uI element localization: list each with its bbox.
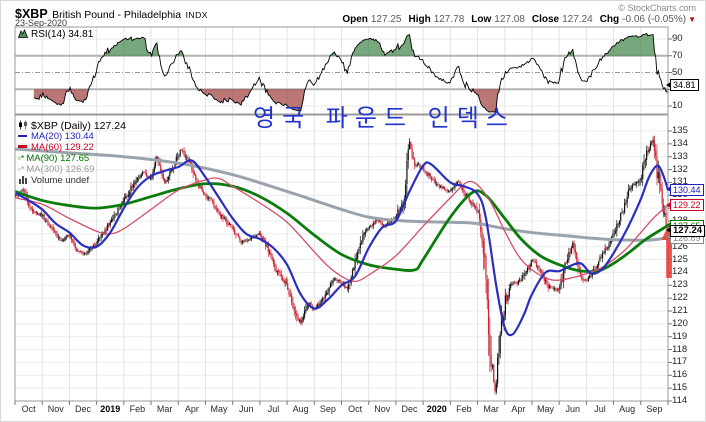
- x-axis-label-jul: Jul: [267, 404, 280, 414]
- open-label: Open: [342, 14, 368, 25]
- quote-bar: Open 127.25 High 127.78 Low 127.08 Close 127.24…: [335, 14, 696, 25]
- x-axis-label-aug: Aug: [619, 404, 636, 414]
- x-axis-label-jul: Jul: [594, 404, 606, 414]
- high-label: High: [408, 14, 431, 25]
- rsi-axis-label: 10: [672, 100, 683, 112]
- price-tag-129.22: 129.22: [666, 199, 704, 212]
- legend-volume-label: Volume undef: [31, 174, 90, 186]
- x-axis-label-2020: 2020: [426, 404, 447, 414]
- open-value: 127.25: [370, 14, 402, 25]
- price-axis-label: 117: [672, 356, 688, 368]
- price-axis-label: 114: [672, 395, 688, 406]
- price-axis-label: 122: [672, 292, 688, 304]
- low-label: Low: [471, 14, 492, 25]
- price-axis-label: 125: [672, 253, 688, 265]
- chg-label: Chg: [599, 14, 620, 25]
- legend-row-price: $XBP (Daily) 127.24: [18, 120, 126, 132]
- legend-ma90-label: MA(90) 127.65: [26, 153, 90, 165]
- legend-price-label: $XBP (Daily) 127.24: [31, 120, 126, 132]
- price-axis-label: 121: [672, 305, 688, 316]
- x-axis-label-oct: Oct: [348, 404, 363, 414]
- symbol: $XBP: [15, 7, 48, 21]
- price-axis-label: 115: [672, 382, 688, 394]
- rsi-axis-label: 70: [672, 49, 683, 61]
- x-axis-label-aug: Aug: [292, 404, 309, 414]
- legend-row-ma90: ▫* MA(90) 127.65: [18, 153, 126, 164]
- ma300-square-asterisk-icon: ▫*: [18, 164, 25, 175]
- price-axis-label: 132: [672, 163, 688, 175]
- price-axis-label: 120: [672, 317, 688, 329]
- price-axis-label: 118: [672, 343, 688, 355]
- copyright-text: © StockCharts.com: [618, 3, 696, 13]
- legend-ma60-label: MA(60) 129.22: [31, 141, 94, 153]
- x-axis-label-nov: Nov: [374, 404, 391, 414]
- x-axis-label-mar: Mar: [156, 404, 173, 414]
- high-value: 127.78: [433, 14, 465, 25]
- ma90-square-asterisk-icon: ▫*: [18, 153, 25, 164]
- x-axis-label-feb: Feb: [129, 404, 146, 414]
- rsi-area-icon: [17, 29, 29, 38]
- price-axis-label: 123: [672, 279, 688, 291]
- x-axis-label-oct: Oct: [21, 404, 36, 414]
- legend-ma20-label: MA(20) 130.44: [31, 131, 94, 142]
- price-axis-label: 116: [672, 369, 688, 381]
- close-value: 127.24: [562, 14, 593, 25]
- x-axis-label-jun: Jun: [239, 404, 254, 414]
- chart-date: 23-Sep-2020: [15, 18, 68, 28]
- legend-row-ma20: MA(20) 130.44: [18, 131, 126, 143]
- x-axis-label-apr: Apr: [184, 404, 199, 414]
- x-axis-label-dec: Dec: [75, 404, 92, 414]
- x-axis-label-2019: 2019: [100, 404, 121, 414]
- chg-value: -0.06 (-0.05%): [622, 14, 687, 25]
- x-axis-label-sep: Sep: [646, 404, 663, 414]
- legend-row-ma60: MA(60) 129.22: [18, 141, 126, 154]
- rsi-value-tag: 34.81: [666, 79, 699, 92]
- ma20-line-icon: [18, 134, 27, 137]
- legend-row-volume: Volume undef: [18, 175, 126, 186]
- x-axis-label-jun: Jun: [565, 404, 581, 414]
- price-axis-label: 126: [672, 240, 688, 252]
- price-axis-label: 124: [672, 266, 688, 278]
- candlestick-icon: [18, 120, 31, 132]
- price-tag-130.44: 130.44: [666, 183, 704, 196]
- korean-annotation: 영국 파운드 인덱스: [253, 104, 515, 132]
- legend-ma300-label: MA(300) 126.69: [26, 164, 95, 176]
- x-axis-label-apr: Apr: [511, 404, 526, 414]
- low-value: 127.08: [494, 14, 525, 25]
- x-axis-label-sep: Sep: [319, 404, 336, 414]
- price-axis-label: 119: [672, 330, 688, 342]
- x-axis-label-mar: Mar: [483, 404, 499, 414]
- price-axis-label: 133: [672, 150, 688, 162]
- x-axis-label-may: May: [537, 404, 555, 414]
- x-axis-label-dec: Dec: [401, 404, 418, 414]
- x-axis-label-feb: Feb: [456, 404, 472, 414]
- price-axis-label: 135: [672, 125, 688, 136]
- x-axis-label-nov: Nov: [47, 404, 64, 414]
- legend-row-ma300: ▫* MA(300) 126.69: [18, 164, 126, 175]
- instrument-name: British Pound - Philadelphia: [52, 9, 182, 21]
- change-down-icon: ▼: [688, 15, 696, 24]
- main-legend: $XBP (Daily) 127.24 MA(20) 130.44 MA(60)…: [18, 120, 126, 186]
- rsi-label: RSI(14) 34.81: [31, 29, 94, 40]
- close-label: Close: [531, 14, 560, 25]
- price-tag-127.24: 127.24: [665, 224, 705, 237]
- price-axis-label: 131: [672, 176, 688, 188]
- volume-bars-icon: [18, 175, 31, 187]
- ma60-line-icon: [18, 145, 27, 148]
- rsi-axis-label: 90: [672, 33, 683, 45]
- x-axis-label-may: May: [210, 404, 228, 414]
- exchange-tag: INDX: [185, 10, 208, 20]
- rsi-axis-label: 50: [672, 66, 683, 78]
- rsi-legend: RSI(14) 34.81: [17, 29, 94, 40]
- price-axis-label: 134: [672, 137, 688, 149]
- chart-title: $XBP British Pound - Philadelphia INDX: [15, 5, 208, 23]
